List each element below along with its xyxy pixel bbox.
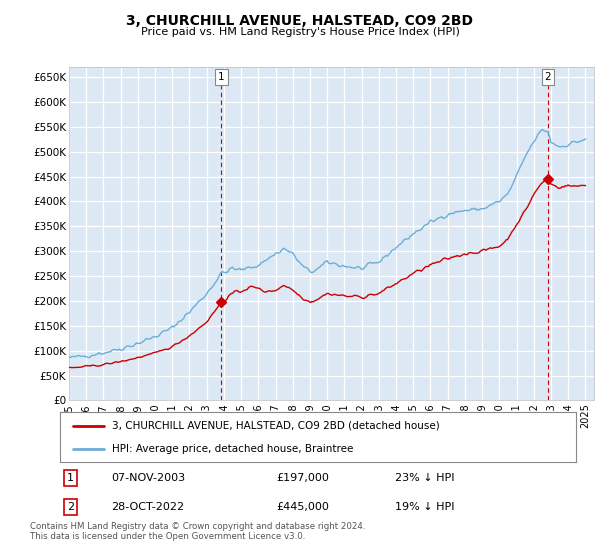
Text: 1: 1 — [67, 473, 74, 483]
Text: 3, CHURCHILL AVENUE, HALSTEAD, CO9 2BD: 3, CHURCHILL AVENUE, HALSTEAD, CO9 2BD — [127, 14, 473, 28]
Text: £197,000: £197,000 — [277, 473, 329, 483]
Text: 07-NOV-2003: 07-NOV-2003 — [112, 473, 186, 483]
Text: 2: 2 — [67, 502, 74, 512]
Text: 2: 2 — [545, 72, 551, 82]
Text: HPI: Average price, detached house, Braintree: HPI: Average price, detached house, Brai… — [112, 445, 353, 454]
Text: 1: 1 — [218, 72, 224, 82]
Text: 28-OCT-2022: 28-OCT-2022 — [112, 502, 185, 512]
Text: Price paid vs. HM Land Registry's House Price Index (HPI): Price paid vs. HM Land Registry's House … — [140, 27, 460, 37]
Text: £445,000: £445,000 — [277, 502, 329, 512]
Text: 19% ↓ HPI: 19% ↓ HPI — [395, 502, 455, 512]
Text: 3, CHURCHILL AVENUE, HALSTEAD, CO9 2BD (detached house): 3, CHURCHILL AVENUE, HALSTEAD, CO9 2BD (… — [112, 421, 439, 431]
Text: Contains HM Land Registry data © Crown copyright and database right 2024.
This d: Contains HM Land Registry data © Crown c… — [30, 522, 365, 542]
Text: 23% ↓ HPI: 23% ↓ HPI — [395, 473, 455, 483]
